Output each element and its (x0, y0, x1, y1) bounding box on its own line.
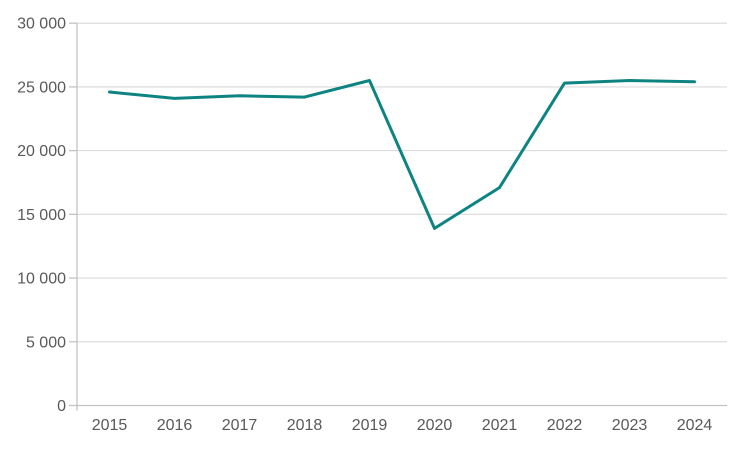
x-tick-label: 2017 (222, 417, 258, 434)
y-tick-label: 15 000 (17, 207, 66, 224)
x-axis-labels: 2015 2016 2017 2018 2019 2020 2021 2022 2023 2024 (92, 417, 713, 434)
x-tick-label: 2019 (352, 417, 388, 434)
x-tick-label: 2021 (482, 417, 518, 434)
y-tick-label: 20 000 (17, 143, 66, 160)
x-tick-label: 2018 (287, 417, 323, 434)
y-tick-label: 5 000 (26, 334, 66, 351)
y-tick-label: 10 000 (17, 271, 66, 288)
y-tick-label: 25 000 (17, 79, 66, 96)
data-line (108, 79, 696, 230)
data-series (108, 79, 696, 230)
x-tick-label: 2020 (417, 417, 453, 434)
x-tick-label: 2016 (157, 417, 193, 434)
y-tick-label: 30 000 (17, 16, 66, 33)
axes (69, 22, 78, 411)
x-tick-label: 2015 (92, 417, 128, 434)
x-tick-label: 2023 (612, 417, 648, 434)
gridlines (77, 22, 727, 407)
y-tick-label: 0 (57, 398, 66, 415)
x-tick-label: 2024 (677, 417, 713, 434)
x-tick-label: 2022 (547, 417, 583, 434)
y-axis-labels: 0 5 000 10 000 15 000 20 000 25 000 30 000 (17, 16, 66, 415)
